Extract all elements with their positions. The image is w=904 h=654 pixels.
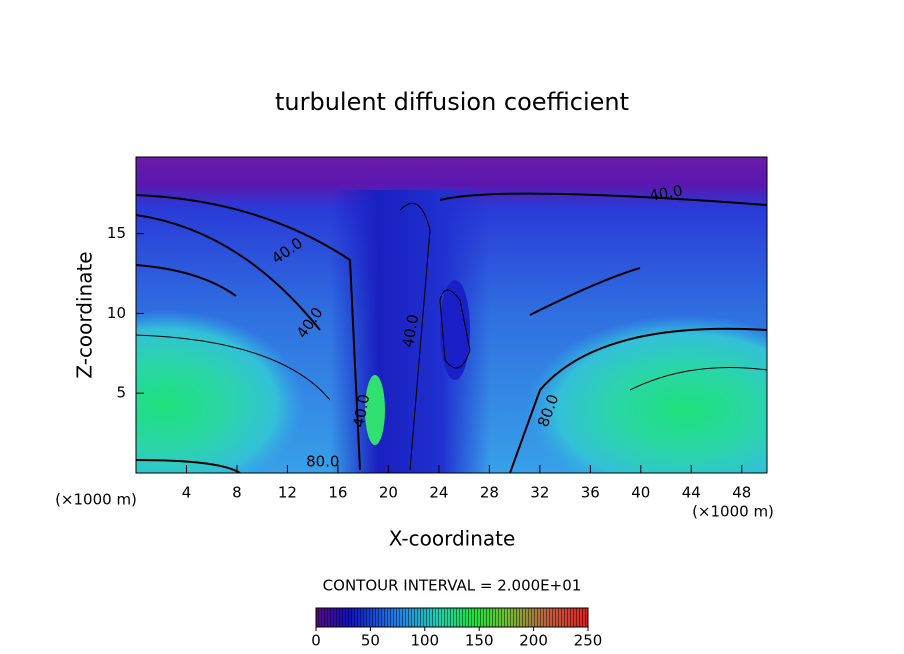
colorbar-tick-label: 50: [361, 632, 380, 650]
colorbar-frame: [315, 607, 589, 628]
x-unit: (×1000 m): [692, 503, 774, 521]
chart-title: turbulent diffusion coefficient: [275, 88, 629, 116]
y-tick-label: 15: [107, 224, 126, 242]
colorbar-tick-label: 150: [465, 632, 494, 650]
x-tick-label: 8: [232, 484, 242, 502]
y-tick-label: 10: [107, 304, 126, 322]
x-tick-label: 28: [480, 484, 499, 502]
x-tick-label: 20: [379, 484, 398, 502]
x-tick-label: 4: [182, 484, 192, 502]
contour-field: [136, 157, 767, 473]
contour-label: 40.0: [350, 393, 374, 429]
x-tick-label: 36: [581, 484, 600, 502]
y-axis-label: Z-coordinate: [73, 251, 97, 378]
x-tick-label: 16: [328, 484, 347, 502]
y-unit: (×1000 m): [55, 491, 137, 509]
contour-label: 40.0: [399, 313, 423, 349]
plot-frame: [135, 156, 768, 474]
contour-label: 40.0: [648, 181, 684, 205]
x-tick-label: 48: [732, 484, 751, 502]
x-axis-label: X-coordinate: [389, 527, 516, 551]
x-tick-label: 24: [429, 484, 448, 502]
y-tick-label: 5: [116, 384, 126, 402]
x-tick-label: 40: [631, 484, 650, 502]
x-tick-label: 44: [682, 484, 701, 502]
x-tick-label: 12: [278, 484, 297, 502]
colorbar-tick-label: 100: [410, 632, 439, 650]
colorbar-tick-label: 200: [519, 632, 548, 650]
contour-interval: CONTOUR INTERVAL = 2.000E+01: [323, 577, 582, 595]
x-tick-label: 32: [530, 484, 549, 502]
contour-label: 80.0: [306, 452, 339, 470]
colorbar-tick-label: 250: [574, 632, 603, 650]
colorbar-tick-label: 0: [311, 632, 321, 650]
